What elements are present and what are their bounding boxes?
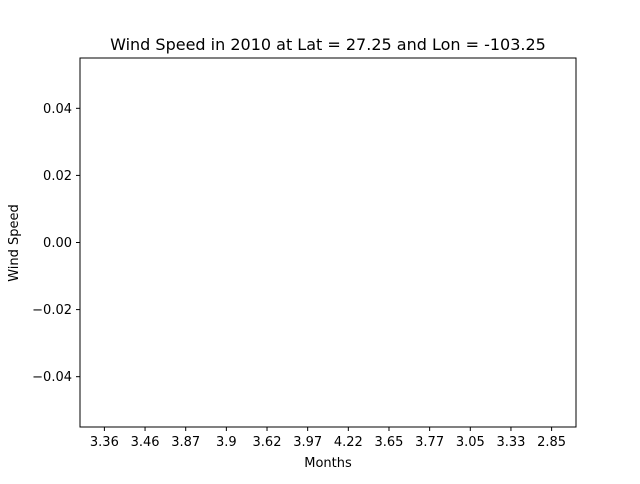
x-axis-label: Months (304, 456, 352, 471)
x-tick-label: 3.77 (415, 435, 444, 450)
x-tick-label: 3.65 (375, 435, 404, 450)
x-tick-label: 3.36 (90, 435, 119, 450)
y-tick-label: −0.02 (32, 303, 72, 318)
x-tick-label: 3.87 (171, 435, 200, 450)
y-tick-label: 0.04 (43, 102, 72, 117)
y-axis-ticks: −0.04 −0.02 0.00 0.02 0.04 (32, 102, 80, 385)
x-tick-label: 3.62 (253, 435, 282, 450)
x-tick-label: 2.85 (537, 435, 566, 450)
x-tick-label: 3.97 (293, 435, 322, 450)
y-tick-label: 0.00 (43, 236, 72, 251)
x-tick-label: 4.22 (334, 435, 363, 450)
x-tick-label: 3.46 (131, 435, 160, 450)
x-tick-label: 3.33 (496, 435, 525, 450)
x-tick-label: 3.9 (216, 435, 237, 450)
x-tick-label: 3.05 (456, 435, 485, 450)
chart-title: Wind Speed in 2010 at Lat = 27.25 and Lo… (110, 35, 546, 54)
x-axis-ticks: 3.36 3.46 3.87 3.9 3.62 3.97 4.22 3.65 3.77 3.05 3… (90, 427, 566, 450)
plot-area-frame (79, 57, 577, 428)
y-tick-label: −0.04 (32, 370, 72, 385)
y-tick-label: 0.02 (43, 169, 72, 184)
y-axis-label: Wind Speed (7, 204, 22, 282)
